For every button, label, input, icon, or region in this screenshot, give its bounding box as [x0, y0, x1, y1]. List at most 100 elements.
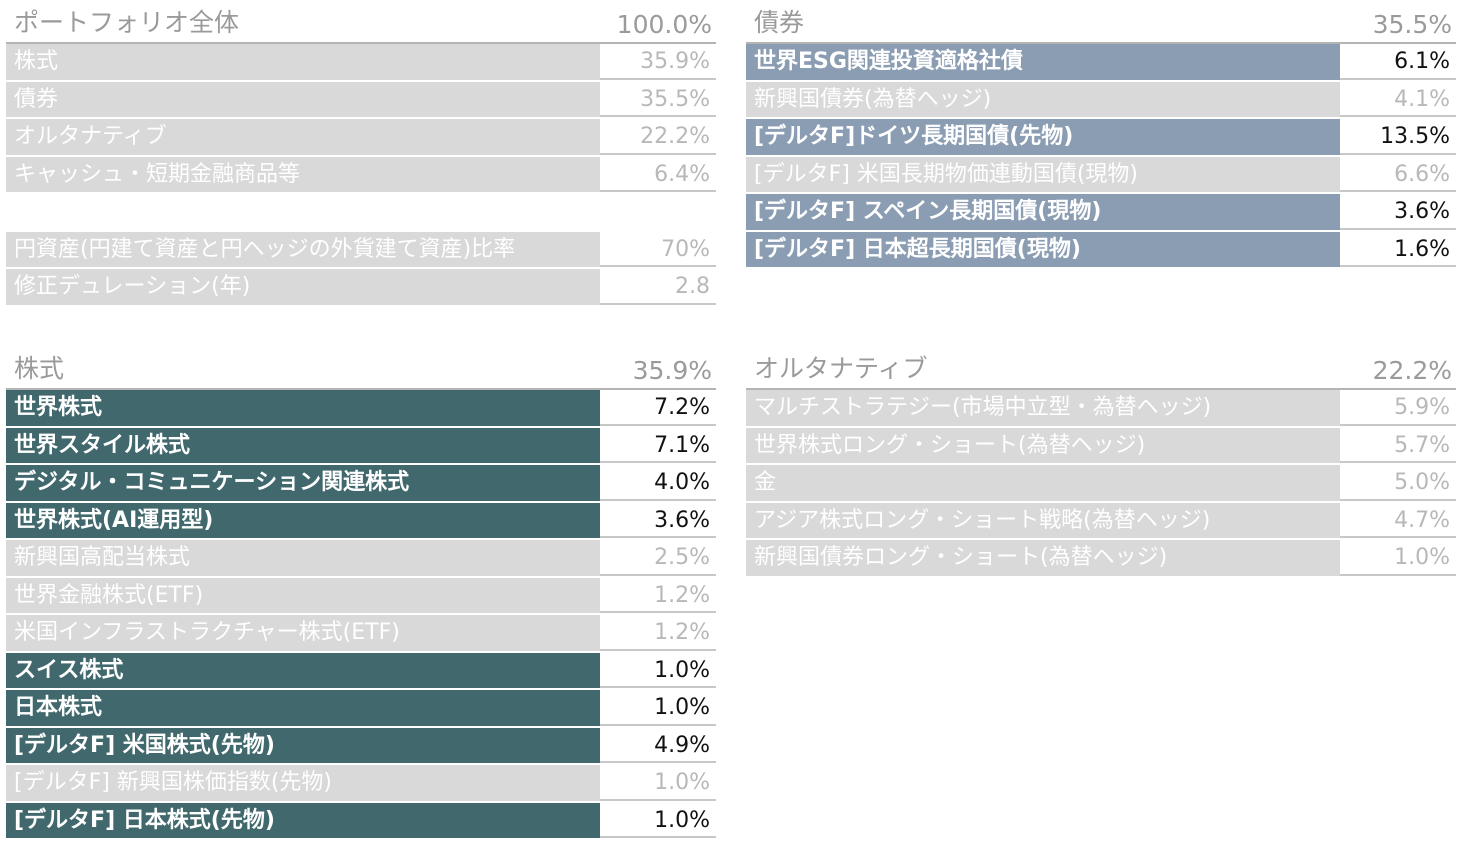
row-label: デジタル・コミュニケーション関連株式 [6, 465, 600, 501]
alternatives-header: オルタナティブ 22.2% [746, 352, 1456, 390]
equities-title: 株式 [14, 354, 65, 383]
alternatives-row: 新興国債券ロング・ショート(為替ヘッジ) 1.0% [746, 540, 1456, 578]
row-value: 5.9% [1340, 390, 1456, 426]
equities-row: デジタル・コミュニケーション関連株式 4.0% [6, 465, 716, 503]
row-value: 4.9% [600, 727, 716, 763]
row-value: 5.0% [1340, 465, 1456, 501]
equities-row: スイス株式 1.0% [6, 652, 716, 690]
equities-header: 株式 35.9% [6, 352, 716, 390]
row-value: 3.6% [600, 502, 716, 538]
row-value: 3.6% [1340, 194, 1456, 230]
alternatives-table: オルタナティブ 22.2% マルチストラテジー(市場中立型・為替ヘッジ) 5.9… [746, 352, 1456, 578]
bonds-table: 債券 35.5% 世界ESG関連投資適格社債 6.1% 新興国債券(為替ヘッジ)… [746, 6, 1456, 269]
row-label: [デルタF] スペイン長期国債(現物) [746, 194, 1340, 230]
equities-total: 35.9% [632, 356, 712, 385]
row-label: [デルタF] 日本超長期国債(現物) [746, 231, 1340, 267]
bonds-row: [デルタF] 日本超長期国債(現物) 1.6% [746, 231, 1456, 269]
row-value: 1.0% [600, 652, 716, 688]
bonds-row: 新興国債券(為替ヘッジ) 4.1% [746, 81, 1456, 119]
portfolio-row: 株式 35.9% [6, 44, 716, 82]
row-label: オルタナティブ [6, 119, 600, 155]
equities-row: 世界スタイル株式 7.1% [6, 427, 716, 465]
metric-label: 円資産(円建て資産と円ヘッジの外貨建て資産)比率 [6, 231, 600, 267]
row-label: 世界スタイル株式 [6, 427, 600, 463]
equities-row: [デルタF] 新興国株価指数(先物) 1.0% [6, 765, 716, 803]
bonds-total: 35.5% [1372, 10, 1452, 39]
row-value: 1.0% [600, 802, 716, 838]
portfolio-header: ポートフォリオ全体 100.0% [6, 6, 716, 44]
portfolio-table: ポートフォリオ全体 100.0% 株式 35.9% 債券 35.5% オルタナテ… [6, 6, 716, 307]
portfolio-title: ポートフォリオ全体 [14, 8, 240, 37]
alternatives-row: アジア株式ロング・ショート戦略(為替ヘッジ) 4.7% [746, 502, 1456, 540]
bonds-row: [デルタF]ドイツ長期国債(先物) 13.5% [746, 119, 1456, 157]
row-label: アジア株式ロング・ショート戦略(為替ヘッジ) [746, 502, 1340, 538]
row-label: 新興国債券(為替ヘッジ) [746, 81, 1340, 117]
row-label: [デルタF] 新興国株価指数(先物) [6, 765, 600, 801]
row-value: 1.0% [1340, 540, 1456, 576]
bonds-row: [デルタF] スペイン長期国債(現物) 3.6% [746, 194, 1456, 232]
row-value: 35.9% [600, 44, 716, 80]
equities-row: 日本株式 1.0% [6, 690, 716, 728]
row-value: 1.2% [600, 615, 716, 651]
row-value: 5.7% [1340, 427, 1456, 463]
equities-row: 世界金融株式(ETF) 1.2% [6, 577, 716, 615]
row-value: 13.5% [1340, 119, 1456, 155]
row-label: 債券 [6, 81, 600, 117]
row-value: 1.2% [600, 577, 716, 613]
alternatives-row: 世界株式ロング・ショート(為替ヘッジ) 5.7% [746, 427, 1456, 465]
row-value: 1.0% [600, 765, 716, 801]
alternatives-row: 金 5.0% [746, 465, 1456, 503]
equities-table: 株式 35.9% 世界株式 7.2% 世界スタイル株式 7.1% デジタル・コミ… [6, 352, 716, 840]
metric-label: 修正デュレーション(年) [6, 269, 600, 305]
metric-value: 70% [600, 231, 716, 267]
equities-row: 新興国高配当株式 2.5% [6, 540, 716, 578]
row-label: スイス株式 [6, 652, 600, 688]
metric-row: 円資産(円建て資産と円ヘッジの外貨建て資産)比率 70% [6, 231, 716, 269]
row-value: 7.1% [600, 427, 716, 463]
row-label: 株式 [6, 44, 600, 80]
row-label: 米国インフラストラクチャー株式(ETF) [6, 615, 600, 651]
row-value: 1.0% [600, 690, 716, 726]
equities-row: 米国インフラストラクチャー株式(ETF) 1.2% [6, 615, 716, 653]
row-label: [デルタF] 米国株式(先物) [6, 727, 600, 763]
row-value: 2.5% [600, 540, 716, 576]
row-label: [デルタF] 米国長期物価連動国債(現物) [746, 156, 1340, 192]
row-label: 新興国債券ロング・ショート(為替ヘッジ) [746, 540, 1340, 576]
row-label: 世界ESG関連投資適格社債 [746, 44, 1340, 80]
row-value: 22.2% [600, 119, 716, 155]
row-value: 4.1% [1340, 81, 1456, 117]
row-value: 35.5% [600, 81, 716, 117]
row-value: 6.1% [1340, 44, 1456, 80]
row-value: 4.7% [1340, 502, 1456, 538]
row-value: 1.6% [1340, 231, 1456, 267]
row-label: 世界株式ロング・ショート(為替ヘッジ) [746, 427, 1340, 463]
row-label: [デルタF]ドイツ長期国債(先物) [746, 119, 1340, 155]
equities-row: [デルタF] 日本株式(先物) 1.0% [6, 802, 716, 840]
metric-value: 2.8 [600, 269, 716, 305]
row-value: 6.4% [600, 156, 716, 192]
row-label: キャッシュ・短期金融商品等 [6, 156, 600, 192]
row-value: 4.0% [600, 465, 716, 501]
portfolio-row: キャッシュ・短期金融商品等 6.4% [6, 156, 716, 194]
bonds-row: 世界ESG関連投資適格社債 6.1% [746, 44, 1456, 82]
row-value: 7.2% [600, 390, 716, 426]
bonds-title: 債券 [754, 8, 805, 37]
row-label: 世界株式 [6, 390, 600, 426]
equities-row: 世界株式(AI運用型) 3.6% [6, 502, 716, 540]
row-label: 新興国高配当株式 [6, 540, 600, 576]
equities-row: 世界株式 7.2% [6, 390, 716, 428]
bonds-row: [デルタF] 米国長期物価連動国債(現物) 6.6% [746, 156, 1456, 194]
row-label: マルチストラテジー(市場中立型・為替ヘッジ) [746, 390, 1340, 426]
row-label: 世界株式(AI運用型) [6, 502, 600, 538]
portfolio-row: 債券 35.5% [6, 81, 716, 119]
metric-row: 修正デュレーション(年) 2.8 [6, 269, 716, 307]
alternatives-title: オルタナティブ [754, 354, 928, 383]
spacer-row [6, 194, 716, 232]
row-value: 6.6% [1340, 156, 1456, 192]
bonds-header: 債券 35.5% [746, 6, 1456, 44]
portfolio-total: 100.0% [616, 10, 712, 39]
row-label: 日本株式 [6, 690, 600, 726]
row-label: 金 [746, 465, 1340, 501]
equities-row: [デルタF] 米国株式(先物) 4.9% [6, 727, 716, 765]
alternatives-row: マルチストラテジー(市場中立型・為替ヘッジ) 5.9% [746, 390, 1456, 428]
